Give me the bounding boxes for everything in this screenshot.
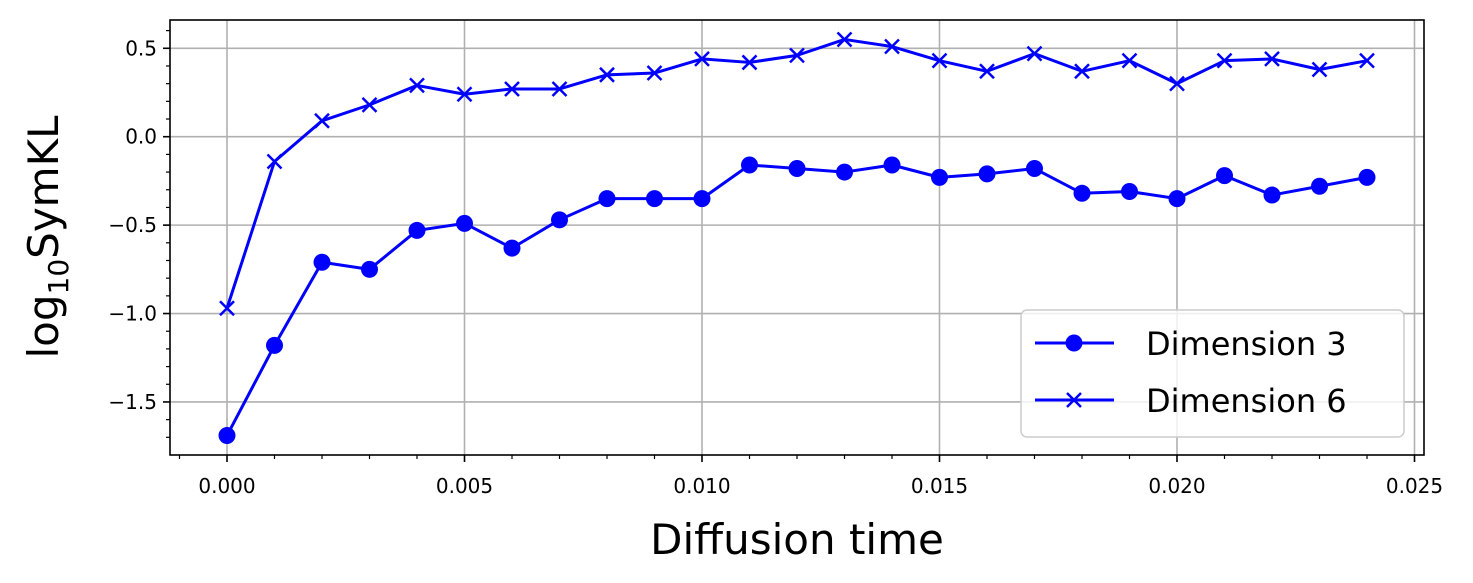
data-point-dimension-3 xyxy=(598,190,616,208)
data-point-dimension-6 xyxy=(219,300,235,317)
data-point-dimension-3 xyxy=(361,260,378,278)
data-point-dimension-3 xyxy=(266,336,283,354)
data-point-dimension-3 xyxy=(931,168,948,186)
data-point-dimension-3 xyxy=(1026,160,1043,178)
data-point-dimension-6 xyxy=(836,31,853,48)
y-tick-label: −1.0 xyxy=(108,302,157,326)
data-point-dimension-3 xyxy=(788,160,806,178)
data-point-dimension-3 xyxy=(503,239,521,257)
data-point-dimension-6 xyxy=(646,65,663,81)
data-point-dimension-3 xyxy=(1358,168,1376,186)
legend-marker-dimension-3 xyxy=(1065,334,1083,352)
data-point-dimension-3 xyxy=(1168,190,1186,208)
x-tick-label: 0.005 xyxy=(436,474,493,498)
x-tick-label: 0.020 xyxy=(1148,474,1205,498)
ticks: 0.000 0.005 0.010 0.015 0.020 0.025 −1.5 −1.0 −0… xyxy=(108,30,1443,498)
data-point-dimension-3 xyxy=(1311,177,1328,195)
data-point-dimension-6 xyxy=(1311,61,1328,78)
data-point-dimension-6 xyxy=(979,63,995,80)
x-tick-label: 0.010 xyxy=(673,474,730,498)
series-layer xyxy=(218,31,1376,445)
data-point-dimension-3 xyxy=(978,165,996,183)
data-point-dimension-3 xyxy=(408,221,426,239)
data-point-dimension-6 xyxy=(361,96,378,113)
data-point-dimension-3 xyxy=(456,214,473,232)
data-point-dimension-6 xyxy=(1264,51,1280,67)
x-tick-label: 0.015 xyxy=(911,474,968,498)
data-point-dimension-3 xyxy=(741,156,758,174)
data-point-dimension-3 xyxy=(1121,183,1138,201)
data-point-dimension-6 xyxy=(456,86,473,103)
data-point-dimension-6 xyxy=(1169,75,1185,92)
y-tick-label: −0.5 xyxy=(108,213,157,237)
y-axis-title: log10SymKL xyxy=(19,115,75,359)
data-point-dimension-6 xyxy=(789,47,805,64)
data-point-dimension-3 xyxy=(1073,184,1091,202)
data-point-dimension-3 xyxy=(836,163,853,181)
data-point-dimension-6 xyxy=(1121,52,1138,69)
data-point-dimension-3 xyxy=(1216,167,1233,185)
y-axis-title-base: log xyxy=(19,294,68,358)
data-point-dimension-6 xyxy=(694,51,710,67)
data-point-dimension-3 xyxy=(883,156,901,174)
data-point-dimension-6 xyxy=(551,81,568,97)
legend-marker-dimension-6 xyxy=(1066,392,1082,408)
x-tick-label: 0.025 xyxy=(1386,474,1443,498)
data-point-dimension-6 xyxy=(1026,45,1043,62)
y-tick-label: 0.5 xyxy=(125,36,157,60)
data-point-dimension-6 xyxy=(1359,52,1375,69)
data-point-dimension-3 xyxy=(1263,186,1281,204)
y-tick-label: −1.5 xyxy=(108,390,157,414)
y-axis-title-subscript: 10 xyxy=(42,259,75,295)
x-tick-label: 0.000 xyxy=(198,474,255,498)
y-axis-title-rest: SymKL xyxy=(19,115,68,259)
data-point-dimension-6 xyxy=(1074,63,1090,80)
data-point-dimension-6 xyxy=(931,52,948,69)
data-point-dimension-6 xyxy=(741,54,758,71)
x-axis-title: Diffusion time xyxy=(650,515,944,564)
data-point-dimension-3 xyxy=(646,190,663,208)
data-point-dimension-6 xyxy=(1216,52,1233,69)
data-point-dimension-6 xyxy=(504,81,520,97)
y-tick-label: 0.0 xyxy=(125,125,157,149)
data-point-dimension-6 xyxy=(884,38,900,55)
data-point-dimension-6 xyxy=(599,66,615,83)
data-point-dimension-3 xyxy=(313,253,331,271)
data-point-dimension-6 xyxy=(409,77,425,94)
data-point-dimension-3 xyxy=(551,211,568,229)
data-point-dimension-6 xyxy=(314,112,330,129)
legend-label-dimension-3: Dimension 3 xyxy=(1146,325,1347,363)
data-point-dimension-3 xyxy=(693,190,711,208)
data-point-dimension-3 xyxy=(218,427,236,445)
data-point-dimension-6 xyxy=(266,153,283,170)
legend-box xyxy=(1020,309,1405,438)
legend: Dimension 3 Dimension 6 xyxy=(1020,309,1405,438)
legend-label-dimension-6: Dimension 6 xyxy=(1146,382,1347,420)
